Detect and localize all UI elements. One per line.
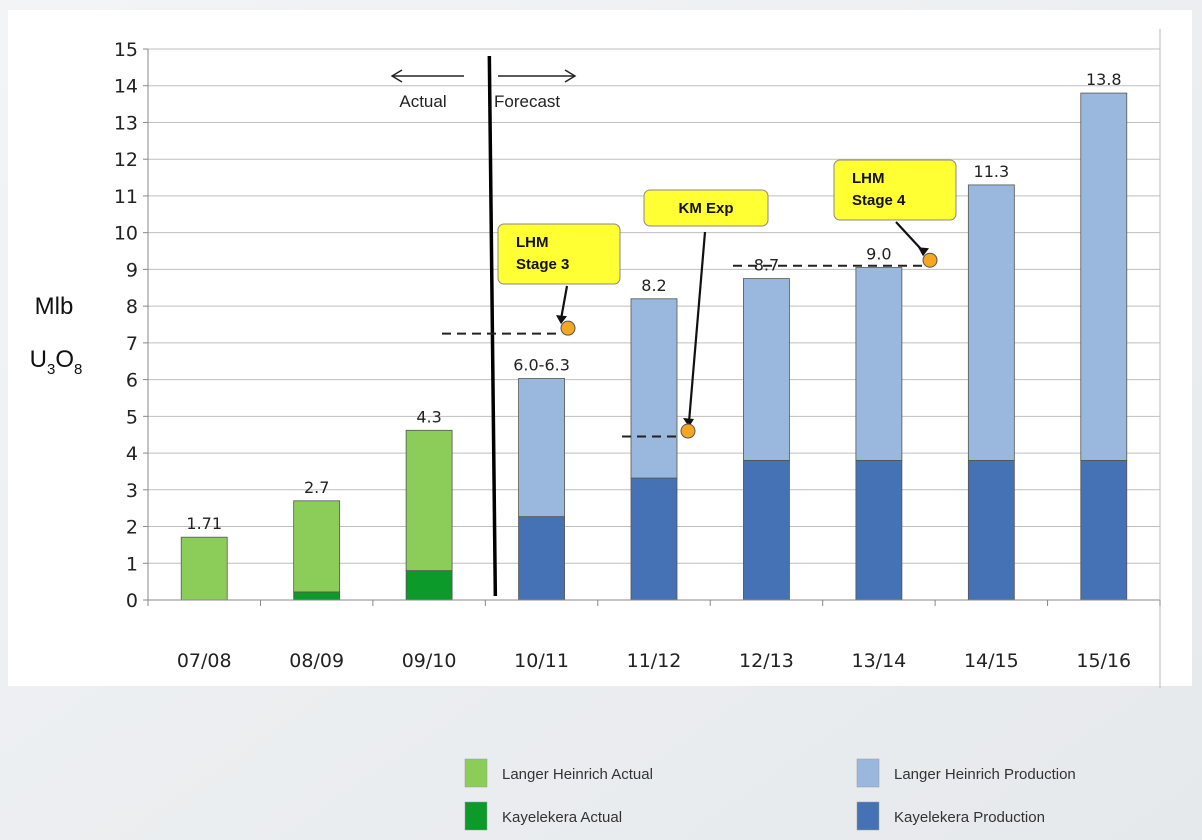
bar-segment xyxy=(405,429,453,572)
y-axis-title: Mlb U3O8 xyxy=(30,293,83,378)
data-label: 13.8 xyxy=(1086,70,1122,89)
bar-segment xyxy=(743,460,790,601)
callout-text: KM Exp xyxy=(678,200,733,217)
x-tick-label: 13/14 xyxy=(852,650,907,672)
x-tick-label: 10/11 xyxy=(514,650,569,672)
callout-arrow xyxy=(895,221,924,252)
x-tick-label: 09/10 xyxy=(402,650,457,672)
callout-box xyxy=(643,189,769,227)
y-tick-label: 8 xyxy=(126,296,138,318)
bar-segment xyxy=(293,591,341,601)
bar-segment xyxy=(855,267,903,461)
callout-arrow-head xyxy=(918,247,929,257)
milestone-marker xyxy=(560,320,576,336)
callout-arrow xyxy=(559,285,569,320)
bar-segment xyxy=(743,278,790,461)
legend-swatch xyxy=(856,758,880,788)
forecast-label: Forecast xyxy=(494,92,560,111)
data-label: 6.0-6.3 xyxy=(513,355,570,374)
bar-segment xyxy=(630,298,678,479)
x-tick-label: 11/12 xyxy=(627,650,682,672)
legend-swatch xyxy=(464,758,488,788)
bar-segment xyxy=(293,500,341,593)
y-tick-label: 0 xyxy=(126,590,138,612)
milestone-marker xyxy=(680,423,696,439)
milestone-marker xyxy=(922,252,938,268)
y-tick-label: 11 xyxy=(114,186,138,208)
y-tick-label: 13 xyxy=(114,112,138,134)
legend-swatch xyxy=(856,801,880,831)
x-tick-label: 12/13 xyxy=(739,650,794,672)
bar-segment xyxy=(180,536,228,601)
forecast-arrow-head xyxy=(564,69,577,83)
y-tick-label: 12 xyxy=(114,149,138,171)
callout-text: Stage 3 xyxy=(516,256,569,273)
bar-segment xyxy=(630,477,678,601)
y-tick-label: 5 xyxy=(126,406,138,428)
data-label: 9.0 xyxy=(866,245,891,264)
actual-arrow-head xyxy=(390,69,403,83)
bar-segment xyxy=(405,570,453,601)
data-label: 4.3 xyxy=(416,407,441,426)
callout-text: LHM xyxy=(516,234,549,251)
legend-label: Kayelekera Production xyxy=(894,809,1045,826)
bar-segment xyxy=(1080,460,1128,601)
data-labels: 1.712.74.36.0-6.38.28.79.011.313.8 xyxy=(186,70,1121,533)
y-tick-label: 9 xyxy=(126,259,138,281)
callout-box xyxy=(833,159,957,221)
data-label: 2.7 xyxy=(304,478,329,497)
bar-segment xyxy=(518,516,565,601)
x-tick-label: 15/16 xyxy=(1076,650,1131,672)
data-label: 11.3 xyxy=(974,162,1010,181)
bar-segment xyxy=(1080,92,1128,461)
bar-segment xyxy=(518,378,565,518)
y-tick-label: 3 xyxy=(126,480,138,502)
y-tick-label: 15 xyxy=(114,39,138,61)
callout-text: Stage 4 xyxy=(852,192,906,209)
x-tick-label: 07/08 xyxy=(177,650,232,672)
y-tick-label: 1 xyxy=(126,553,138,575)
y-tick-label: 10 xyxy=(114,223,138,245)
x-tick-labels: 07/08 08/09 09/10 10/11 11/12 12/13 13/14 14/15… xyxy=(177,650,1131,672)
y-axis-title-line2: U3O8 xyxy=(30,346,83,378)
period-divider: Actual Forecast xyxy=(390,55,577,597)
data-label: 1.71 xyxy=(186,514,222,533)
callout-text: LHM xyxy=(852,170,885,187)
legend-swatch xyxy=(464,801,488,831)
y-axis-title-line1: Mlb xyxy=(35,293,74,320)
callout-arrow-head xyxy=(683,418,694,428)
callout-arrow xyxy=(687,231,707,423)
y-tick-label: 14 xyxy=(114,76,138,98)
callout-box xyxy=(497,223,621,285)
y-tick-label: 6 xyxy=(126,370,138,392)
period-divider-line xyxy=(487,55,498,597)
x-tick-label: 14/15 xyxy=(964,650,1019,672)
bar-segment xyxy=(967,184,1015,461)
legend: Langer Heinrich Actual Kayelekera Actual L… xyxy=(464,758,1076,831)
legend-label: Kayelekera Actual xyxy=(502,809,622,826)
actual-label: Actual xyxy=(399,92,446,111)
y-tick-label: 4 xyxy=(126,443,138,465)
bars xyxy=(180,92,1128,601)
y-tick-label: 7 xyxy=(126,333,138,355)
bar-segment xyxy=(967,460,1015,601)
x-tick-label: 08/09 xyxy=(289,650,344,672)
legend-label: Langer Heinrich Production xyxy=(894,766,1076,783)
callout-arrow-head xyxy=(556,315,567,325)
bar-segment xyxy=(855,460,903,601)
data-label: 8.2 xyxy=(641,276,666,295)
axes xyxy=(143,29,1161,688)
callouts: LHM Stage 3 KM Exp LHM Stage 4 xyxy=(442,159,957,439)
legend-label: Langer Heinrich Actual xyxy=(502,766,653,783)
y-tick-label: 2 xyxy=(126,517,138,539)
